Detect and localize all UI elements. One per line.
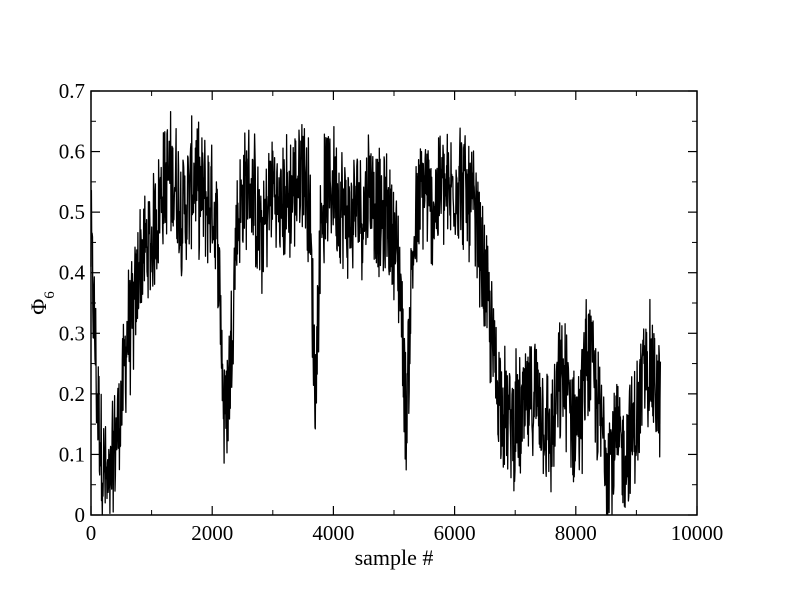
y-tick-label: 0.1 — [59, 442, 85, 466]
y-tick-label: 0.3 — [59, 321, 85, 345]
x-tick-label: 6000 — [434, 521, 476, 545]
series-line — [90, 110, 662, 516]
y-tick-label: 0.7 — [59, 79, 85, 103]
x-axis: 0 2000 4000 6000 8000 10000 — [86, 91, 724, 545]
y-tick-label: 0 — [75, 503, 86, 527]
x-tick-label: 8000 — [555, 521, 597, 545]
y-axis: 0 0.1 0.2 0.3 0.4 0.5 0.6 0.7 — [59, 79, 697, 527]
x-tick-label: 10000 — [671, 521, 724, 545]
y-axis-title-subscript: 6 — [42, 291, 58, 299]
x-axis-title: sample # — [355, 545, 434, 570]
plot-series — [90, 110, 662, 516]
y-axis-title: Φ6 — [26, 291, 58, 315]
y-tick-label: 0.4 — [59, 261, 86, 285]
y-tick-label: 0.5 — [59, 200, 85, 224]
x-tick-label: 0 — [86, 521, 97, 545]
x-tick-label: 4000 — [312, 521, 354, 545]
y-axis-title-main: Φ — [26, 299, 51, 315]
y-tick-label: 0.6 — [59, 140, 85, 164]
y-tick-label: 0.2 — [59, 382, 85, 406]
x-tick-label: 2000 — [191, 521, 233, 545]
